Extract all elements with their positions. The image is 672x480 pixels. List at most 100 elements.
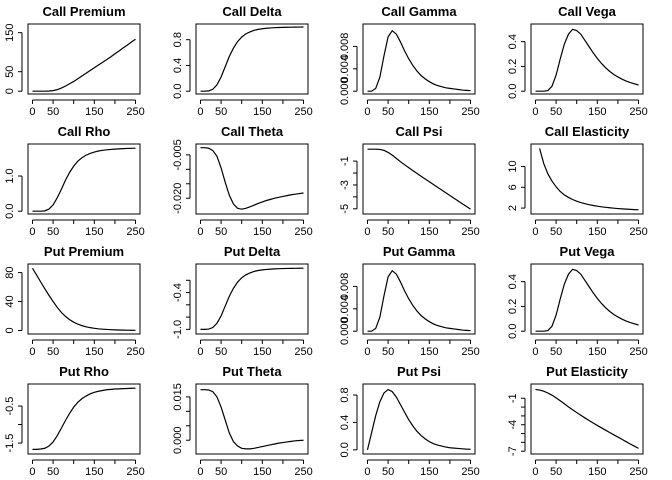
call-elasticity-y-tick-label: 10 — [507, 160, 519, 172]
call-elasticity-frame — [530, 143, 644, 215]
put-psi-panel: Put Psi 0 50 150 250 0.0 0.4 0.8 — [339, 364, 480, 478]
put-psi-frame — [362, 383, 476, 455]
put-theta-x-tick-label: 150 — [253, 466, 271, 478]
put-rho-title: Put Rho — [59, 364, 109, 379]
call-psi-series-line — [367, 148, 471, 210]
put-theta-x-tick-label: 50 — [215, 466, 227, 478]
call-theta-y-tick-label: -0.020 — [172, 183, 184, 214]
put-gamma-frame — [362, 263, 476, 335]
call-gamma-x-tick-label: 150 — [420, 106, 438, 118]
put-vega-x-tick-label: 0 — [532, 346, 538, 358]
put-premium-x-tick-label: 250 — [126, 346, 144, 358]
call-psi-title: Call Psi — [396, 124, 443, 139]
put-delta-x-tick-label: 0 — [197, 346, 203, 358]
put-psi-y-tick-label: 0.0 — [339, 442, 351, 457]
put-premium-title: Put Premium — [44, 244, 124, 259]
call-vega-panel: Call Vega 0 50 150 250 0.0 0.2 0.4 — [507, 4, 648, 118]
put-gamma-x-tick-label: 250 — [461, 346, 479, 358]
put-delta-title: Put Delta — [224, 244, 281, 259]
call-theta-panel: Call Theta 0 50 150 250 -0.020 -0.005 — [172, 124, 313, 238]
put-vega-frame — [530, 263, 644, 335]
put-delta-panel: Put Delta 0 50 150 250 -1.0 -0.4 — [172, 244, 313, 358]
put-rho-x-tick-label: 50 — [47, 466, 59, 478]
call-vega-y-tick-label: 0.2 — [507, 59, 519, 74]
call-vega-x-tick-label: 250 — [629, 106, 647, 118]
put-theta-x-tick-label: 0 — [197, 466, 203, 478]
put-rho-x-tick-label: 150 — [85, 466, 103, 478]
call-delta-frame — [195, 23, 309, 95]
call-vega-x-tick-label: 0 — [532, 106, 538, 118]
put-vega-title: Put Vega — [560, 244, 616, 259]
call-rho-series-line — [32, 147, 136, 212]
call-psi-y-tick-label: -3 — [339, 180, 351, 190]
put-elasticity-y-tick-label: -7 — [507, 446, 519, 456]
put-premium-series-line — [31, 267, 136, 331]
put-vega-y-tick-label: 0.0 — [507, 324, 519, 339]
call-premium-x-tick-label: 150 — [85, 106, 103, 118]
call-theta-title: Call Theta — [221, 124, 284, 139]
put-gamma-y-tick-label: 0.000 — [339, 317, 351, 345]
call-psi-x-tick-label: 0 — [364, 226, 370, 238]
call-gamma-title: Call Gamma — [381, 4, 457, 19]
put-elasticity-x-tick-label: 0 — [532, 466, 538, 478]
call-vega-frame — [530, 23, 644, 95]
call-gamma-x-tick-label: 50 — [382, 106, 394, 118]
put-elasticity-y-tick-label: -4 — [507, 420, 519, 430]
call-vega-series-line — [535, 28, 639, 92]
put-psi-series-line — [366, 388, 471, 450]
put-theta-x-tick-label: 250 — [294, 466, 312, 478]
call-theta-x-tick-label: 150 — [253, 226, 271, 238]
put-premium-y-tick-label: 80 — [4, 266, 16, 278]
call-delta-y-tick-label: 0.8 — [172, 32, 184, 47]
call-delta-panel: Call Delta 0 50 150 250 0.0 0.4 0.8 — [172, 4, 313, 118]
put-psi-title: Put Psi — [397, 364, 441, 379]
call-rho-x-tick-label: 50 — [47, 226, 59, 238]
call-vega-title: Call Vega — [558, 4, 617, 19]
put-gamma-x-tick-label: 150 — [420, 346, 438, 358]
call-theta-frame — [195, 143, 309, 215]
put-premium-y-tick-label: 40 — [4, 295, 16, 307]
call-elasticity-x-tick-label: 50 — [550, 226, 562, 238]
put-theta-title: Put Theta — [222, 364, 282, 379]
call-premium-y-tick-label: 150 — [4, 23, 16, 41]
put-gamma-y-tick-label: 0.008 — [339, 273, 351, 301]
put-elasticity-title: Put Elasticity — [546, 364, 628, 379]
call-delta-y-tick-label: 0.4 — [172, 58, 184, 73]
put-vega-x-tick-label: 250 — [629, 346, 647, 358]
call-rho-panel: Call Rho 0 50 150 250 0.0 1.0 — [4, 124, 145, 238]
put-psi-x-tick-label: 0 — [364, 466, 370, 478]
put-delta-y-tick-label: -0.4 — [172, 283, 184, 302]
call-gamma-x-tick-label: 0 — [364, 106, 370, 118]
put-rho-panel: Put Rho 0 50 150 250 -1.5 -0.5 — [4, 364, 145, 478]
call-psi-y-tick-label: -5 — [339, 204, 351, 214]
call-theta-x-tick-label: 250 — [294, 226, 312, 238]
put-delta-frame — [195, 263, 309, 335]
put-rho-series-line — [32, 387, 136, 450]
call-premium-x-tick-label: 0 — [29, 106, 35, 118]
call-elasticity-y-tick-label: 6 — [507, 184, 519, 190]
put-psi-y-tick-label: 0.8 — [339, 387, 351, 402]
call-vega-y-tick-label: 0.4 — [507, 34, 519, 49]
call-premium-frame — [27, 23, 141, 95]
call-vega-y-tick-label: 0.0 — [507, 84, 519, 99]
call-psi-panel: Call Psi 0 50 150 250 -5 -3 -1 — [339, 124, 480, 238]
put-rho-y-tick-label: -1.5 — [4, 434, 16, 453]
put-rho-frame — [27, 383, 141, 455]
put-premium-y-tick-label: 0 — [4, 327, 16, 333]
put-psi-x-tick-label: 150 — [420, 466, 438, 478]
call-rho-y-tick-label: 1.0 — [4, 168, 16, 183]
put-vega-y-tick-label: 0.4 — [507, 274, 519, 289]
call-delta-title: Call Delta — [222, 4, 282, 19]
put-rho-x-tick-label: 250 — [126, 466, 144, 478]
call-delta-y-tick-label: 0.0 — [172, 84, 184, 99]
put-vega-panel: Put Vega 0 50 150 250 0.0 0.2 0.4 — [507, 244, 648, 358]
call-gamma-y-tick-label: 0.000 — [339, 77, 351, 105]
call-premium-y-tick-label: 0 — [4, 88, 16, 94]
call-gamma-y-tick-label: 0.004 — [339, 55, 351, 83]
put-elasticity-frame — [530, 383, 644, 455]
put-delta-y-tick-label: -1.0 — [172, 320, 184, 339]
call-premium-panel: Call Premium 0 50 150 250 0 50 150 — [4, 4, 145, 118]
put-delta-series-line — [200, 267, 304, 330]
put-theta-series-line — [200, 389, 304, 450]
